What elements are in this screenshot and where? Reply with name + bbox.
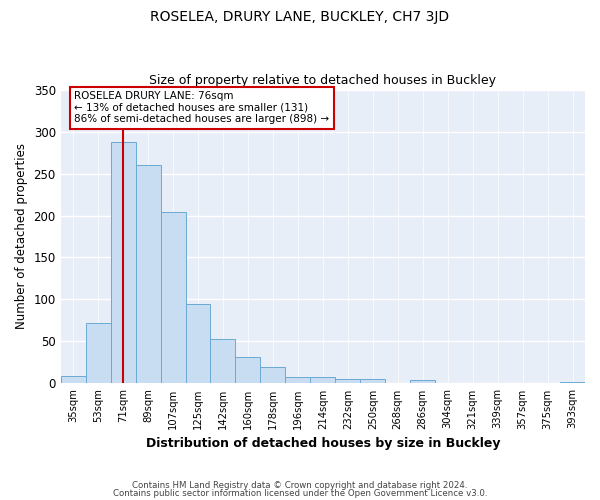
Bar <box>410 380 435 384</box>
Bar <box>110 142 136 384</box>
Bar <box>335 379 360 384</box>
Bar <box>211 339 235 384</box>
Bar <box>86 323 110 384</box>
Bar <box>360 379 385 384</box>
Bar <box>61 376 86 384</box>
Bar <box>560 382 585 384</box>
Bar <box>161 212 185 384</box>
Bar <box>286 376 310 384</box>
Text: Contains public sector information licensed under the Open Government Licence v3: Contains public sector information licen… <box>113 488 487 498</box>
Bar <box>310 376 335 384</box>
Bar <box>185 304 211 384</box>
Bar <box>136 165 161 384</box>
Text: Contains HM Land Registry data © Crown copyright and database right 2024.: Contains HM Land Registry data © Crown c… <box>132 481 468 490</box>
Y-axis label: Number of detached properties: Number of detached properties <box>15 144 28 330</box>
Bar <box>260 366 286 384</box>
Bar <box>235 358 260 384</box>
Title: Size of property relative to detached houses in Buckley: Size of property relative to detached ho… <box>149 74 496 87</box>
Text: ROSELEA, DRURY LANE, BUCKLEY, CH7 3JD: ROSELEA, DRURY LANE, BUCKLEY, CH7 3JD <box>151 10 449 24</box>
X-axis label: Distribution of detached houses by size in Buckley: Distribution of detached houses by size … <box>146 437 500 450</box>
Text: ROSELEA DRURY LANE: 76sqm
← 13% of detached houses are smaller (131)
86% of semi: ROSELEA DRURY LANE: 76sqm ← 13% of detac… <box>74 91 329 124</box>
